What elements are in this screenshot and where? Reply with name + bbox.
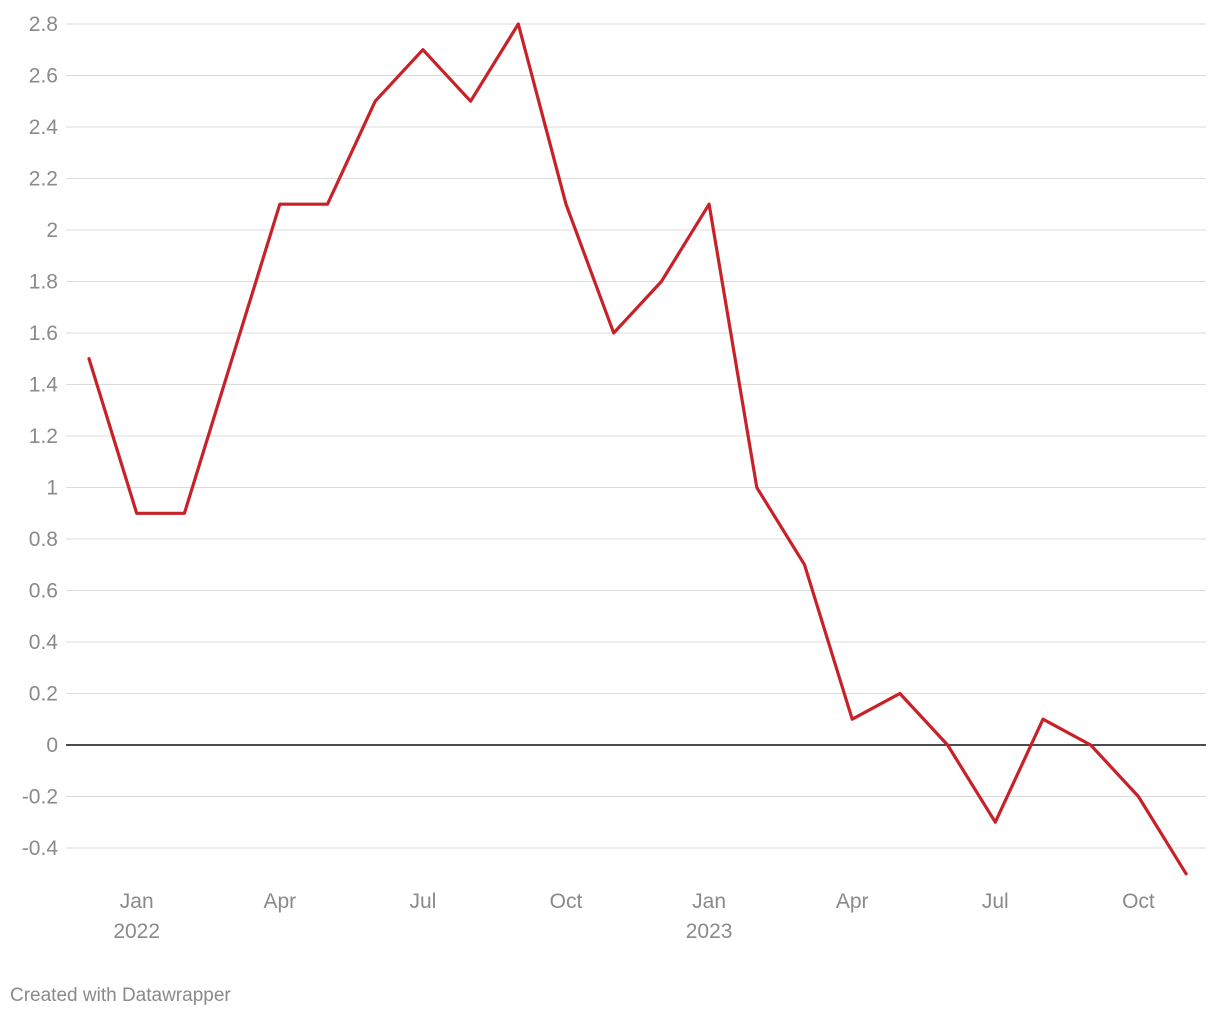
y-tick-label: 1.6 — [29, 322, 58, 345]
series-group — [87, 22, 1188, 876]
y-axis: 2.8 2.6 2.4 2.2 2 1.8 1.6 1.4 1.2 1 0.8 0.6 0.4 0.2 0 -… — [22, 13, 59, 860]
data-point — [230, 357, 234, 361]
data-point — [707, 202, 711, 206]
data-point — [659, 280, 663, 284]
data-point — [516, 22, 520, 26]
y-tick-label: -0.4 — [22, 837, 59, 860]
y-tick-label: 0.4 — [29, 631, 59, 654]
x-tick-year-label: 2022 — [113, 920, 160, 943]
data-point — [135, 511, 139, 515]
y-tick-label: 1 — [46, 477, 58, 500]
grid-lines — [66, 23, 1206, 849]
line-chart: 2.8 2.6 2.4 2.2 2 1.8 1.6 1.4 1.2 1 0.8 0.6 0.4 0.2 0 -… — [22, 13, 1206, 943]
y-tick-label: 2.2 — [29, 168, 58, 191]
y-tick-label: 0.8 — [29, 528, 58, 551]
y-tick-label: 2 — [46, 219, 58, 242]
y-tick-label: 0 — [46, 734, 58, 757]
x-tick-label: Jan — [120, 890, 154, 913]
data-point — [850, 717, 854, 721]
y-tick-label: 2.6 — [29, 65, 58, 88]
x-tick-label: Jul — [409, 890, 436, 913]
x-tick-label: Oct — [1122, 890, 1155, 913]
y-tick-label: -0.2 — [22, 786, 58, 809]
data-point — [612, 331, 616, 335]
data-point — [278, 202, 282, 206]
x-tick-label: Jan — [692, 890, 726, 913]
y-tick-label: 1.2 — [29, 425, 58, 448]
y-tick-label: 1.4 — [29, 374, 59, 397]
data-point — [469, 99, 473, 103]
data-point — [421, 48, 425, 52]
x-tick-label: Apr — [263, 890, 296, 913]
data-point — [755, 486, 759, 490]
data-point — [946, 743, 950, 747]
y-tick-label: 2.8 — [29, 13, 58, 36]
data-point — [564, 202, 568, 206]
x-tick-label: Apr — [836, 890, 869, 913]
series-line — [87, 22, 1188, 876]
data-point — [87, 357, 91, 361]
data-point — [1041, 717, 1045, 721]
y-tick-label: 0.2 — [29, 683, 58, 706]
x-tick-label: Oct — [550, 890, 583, 913]
y-tick-label: 2.4 — [29, 116, 59, 139]
credit-text: Created with Datawrapper — [10, 985, 231, 1006]
data-point — [182, 511, 186, 515]
data-point — [1184, 872, 1188, 876]
x-axis: Jan 2022 Apr Jul Oct Jan 2023 Apr Jul Oct — [113, 890, 1155, 943]
x-tick-year-label: 2023 — [686, 920, 733, 943]
data-point — [1089, 743, 1093, 747]
data-point — [898, 692, 902, 696]
data-point — [1136, 795, 1140, 799]
data-point — [993, 820, 997, 824]
y-tick-label: 1.8 — [29, 271, 58, 294]
y-tick-label: 0.6 — [29, 580, 58, 603]
data-point — [373, 99, 377, 103]
data-point — [326, 202, 330, 206]
x-tick-label: Jul — [982, 890, 1009, 913]
data-point — [803, 563, 807, 567]
